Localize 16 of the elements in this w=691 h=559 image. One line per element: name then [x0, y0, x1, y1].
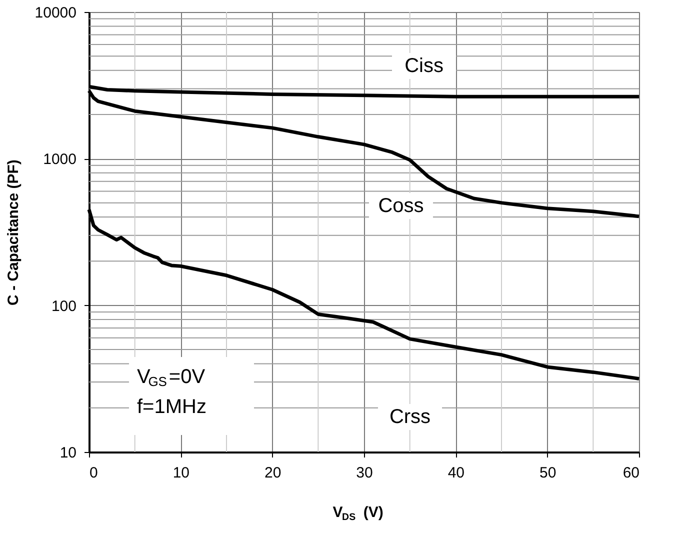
annotation: Ciss: [404, 55, 444, 77]
x-tick-label: 30: [356, 464, 373, 482]
x-tick-label: 60: [622, 464, 640, 482]
y-axis-title: C - Capacitance (PF): [4, 160, 22, 306]
x-tick-label: 10: [172, 464, 190, 482]
x-tick-label: 40: [448, 464, 465, 482]
y-tick-label: 1000: [43, 151, 76, 168]
x-tick-label: 50: [539, 464, 556, 482]
annotation: f=1MHz: [137, 396, 206, 418]
annotation: Crss: [389, 406, 431, 428]
y-tick-label: 10000: [34, 4, 76, 22]
y-tick-label: 10: [60, 444, 76, 462]
x-tick-label: 20: [264, 464, 282, 482]
y-tick-label: 100: [51, 298, 76, 315]
annotation: Coss: [378, 195, 424, 217]
x-tick-label: 0: [90, 464, 98, 482]
